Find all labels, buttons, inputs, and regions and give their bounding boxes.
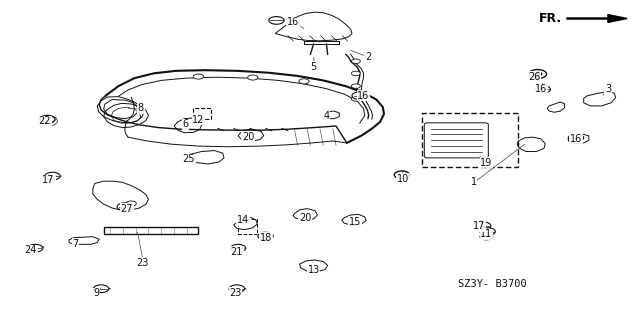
Circle shape xyxy=(299,79,309,84)
Circle shape xyxy=(269,17,284,24)
Circle shape xyxy=(533,72,542,76)
Text: 16: 16 xyxy=(357,91,370,101)
Circle shape xyxy=(351,84,360,88)
Circle shape xyxy=(28,244,43,252)
Text: 22: 22 xyxy=(38,116,51,126)
Polygon shape xyxy=(608,15,627,22)
Text: 26: 26 xyxy=(528,71,541,82)
Text: 25: 25 xyxy=(182,154,195,165)
Circle shape xyxy=(117,203,132,211)
Circle shape xyxy=(351,97,360,101)
Text: 3: 3 xyxy=(605,84,611,94)
Text: 6: 6 xyxy=(182,119,189,130)
Text: 24: 24 xyxy=(24,245,37,256)
Circle shape xyxy=(193,74,204,79)
Circle shape xyxy=(351,71,360,76)
Text: 16: 16 xyxy=(534,84,547,94)
Text: 17: 17 xyxy=(472,221,485,232)
Text: 16: 16 xyxy=(570,134,582,144)
Circle shape xyxy=(394,171,410,179)
Circle shape xyxy=(93,285,109,293)
Text: 20: 20 xyxy=(299,212,312,223)
Circle shape xyxy=(126,201,136,206)
Text: 5: 5 xyxy=(310,62,317,72)
Text: 10: 10 xyxy=(397,174,410,184)
Bar xyxy=(193,108,211,119)
Text: 14: 14 xyxy=(237,215,250,225)
Bar xyxy=(104,227,198,234)
Text: 16: 16 xyxy=(287,17,300,27)
Text: 17: 17 xyxy=(42,175,55,185)
Text: 7: 7 xyxy=(72,239,79,249)
Circle shape xyxy=(480,234,493,240)
Circle shape xyxy=(352,92,367,100)
Circle shape xyxy=(529,70,547,78)
Circle shape xyxy=(535,85,550,93)
Text: 8: 8 xyxy=(138,103,144,114)
Circle shape xyxy=(230,244,246,252)
Circle shape xyxy=(40,115,55,123)
Circle shape xyxy=(480,228,495,235)
Text: 21: 21 xyxy=(230,247,243,257)
Text: 23: 23 xyxy=(229,288,242,298)
Text: 23: 23 xyxy=(136,257,148,268)
Text: 13: 13 xyxy=(307,264,320,275)
Circle shape xyxy=(258,232,273,240)
Bar xyxy=(238,219,257,234)
Circle shape xyxy=(248,75,258,80)
Text: 9: 9 xyxy=(93,288,99,299)
Circle shape xyxy=(568,134,584,142)
Text: 18: 18 xyxy=(260,233,273,243)
Circle shape xyxy=(45,172,60,180)
Circle shape xyxy=(229,285,244,293)
Text: 11: 11 xyxy=(480,229,493,240)
Circle shape xyxy=(351,59,360,63)
Text: FR.: FR. xyxy=(539,12,562,25)
Text: 20: 20 xyxy=(242,132,255,142)
Text: 27: 27 xyxy=(120,204,133,214)
Text: 2: 2 xyxy=(365,52,371,63)
Text: 15: 15 xyxy=(349,217,362,227)
Text: SZ3Y- B3700: SZ3Y- B3700 xyxy=(458,279,527,289)
Circle shape xyxy=(476,222,491,230)
Text: 4: 4 xyxy=(323,111,330,122)
Text: 19: 19 xyxy=(480,158,493,168)
Text: 1: 1 xyxy=(470,177,477,187)
Text: 12: 12 xyxy=(192,115,205,125)
